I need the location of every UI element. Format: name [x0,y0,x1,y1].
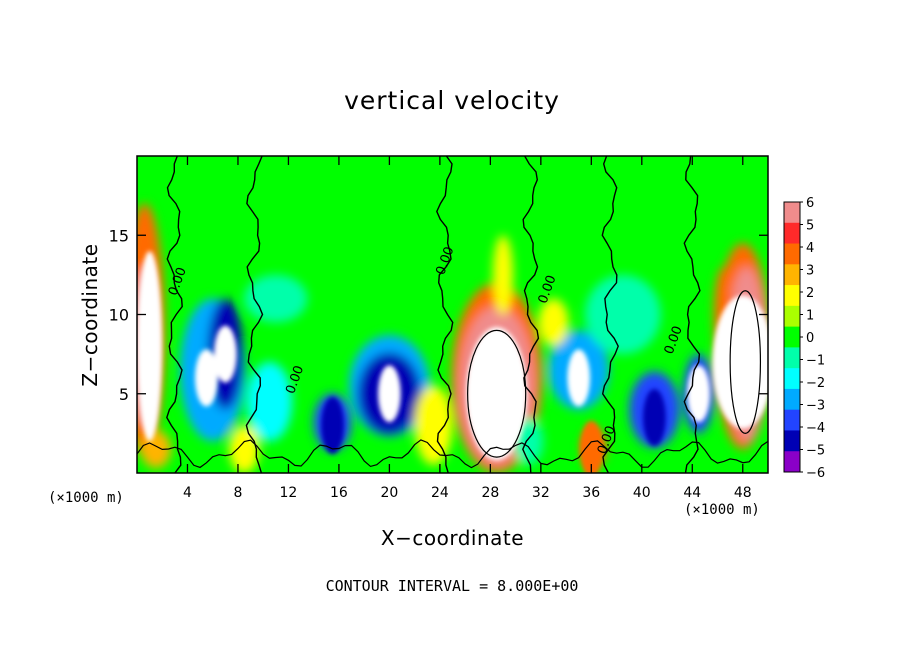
surface-contour [137,439,768,469]
colorbar-label: −3 [806,399,825,414]
colorbar-label: −1 [806,354,825,369]
colorbar-swatch [784,264,800,286]
x-tick-label: 28 [481,485,499,501]
colorbar-swatch [784,285,800,307]
x-tick-label: 12 [280,485,298,501]
x-tick-label: 48 [734,485,752,501]
x-tick-label: 16 [330,485,348,501]
feature-updraft-column [137,251,163,442]
core-contour [467,329,527,458]
feature-downdraft [195,349,218,407]
x-tick-label: 4 [183,485,192,501]
colorbar-swatch [784,222,800,245]
colorbar-swatch [784,409,800,431]
colorbar-label: −4 [806,421,825,436]
x-unit-label-left: (×1000 m) [48,490,124,506]
feature-downdraft [567,349,591,407]
x-tick-label: 44 [683,485,701,501]
field-region [585,274,661,355]
colorbar-swatch [784,368,800,390]
feature-downdraft [378,365,401,423]
y-tick-label: 10 [109,306,129,325]
field-region [244,274,308,323]
field-detail-layer [137,251,768,473]
colorbar-label: −2 [806,376,825,391]
feature-updraft-core [466,327,527,461]
colorbar-swatch [784,430,800,452]
x-unit-label-right: (×1000 m) [684,502,760,518]
y-tick-label: 15 [109,226,129,245]
y-tick-label: 5 [119,385,129,404]
colorbar-swatch [784,388,800,411]
core-contour [729,290,762,434]
x-tick-label: 8 [233,485,242,501]
colorbar-label: 6 [806,196,814,211]
feature-downdraft [643,388,666,447]
colorbar-swatch [784,202,800,224]
colorbar-label: −6 [806,466,825,481]
x-tick-label: 32 [532,485,550,501]
field-region [492,235,514,315]
colorbar-label: 3 [806,264,814,279]
colorbar-swatch [784,326,800,348]
y-axis-ticks: 5 10 15 [109,226,768,404]
colorbar-label: 2 [806,286,814,301]
feature-updraft-core [712,295,768,429]
zero-contour [522,156,540,473]
x-tick-label: 24 [431,485,449,501]
zero-contour-lines [137,156,768,473]
feature-downdraft [213,325,237,383]
field-region [229,425,260,473]
colorbar-label: 5 [806,219,814,234]
colorbar-swatch [784,243,800,265]
colorbar-label: 4 [806,241,814,256]
contour-interval-note: CONTOUR INTERVAL = 8.000E+00 [325,577,579,595]
x-tick-label: 40 [633,485,651,501]
feature-downdraft [321,396,344,454]
x-tick-label: 36 [582,485,600,501]
zero-contour [601,156,619,473]
field-region [538,298,569,347]
x-axis-label: X−coordinate [380,526,525,550]
colorbar-swatch [784,305,800,328]
colorbar-swatch [784,451,800,473]
x-tick-label: 20 [380,485,398,501]
zero-contour [683,156,701,473]
x-axis-ticks: 4 8 12 16 20 24 28 32 36 40 44 48 [183,156,752,501]
colorbar-swatch [784,347,800,369]
colorbar: 6 5 4 3 2 1 0 −1 −2 −3 −4 −5 −6 [783,196,825,481]
zero-contour [436,156,454,473]
colorbar-label: −5 [806,444,825,459]
zero-contour [245,156,264,473]
field-region [414,385,453,466]
field-region [246,362,293,442]
colorbar-label: 0 [806,331,814,346]
colorbar-label: 1 [806,309,814,324]
feature-updraft [579,420,603,473]
chart-title: vertical velocity [344,86,560,115]
zero-contour [166,156,183,473]
